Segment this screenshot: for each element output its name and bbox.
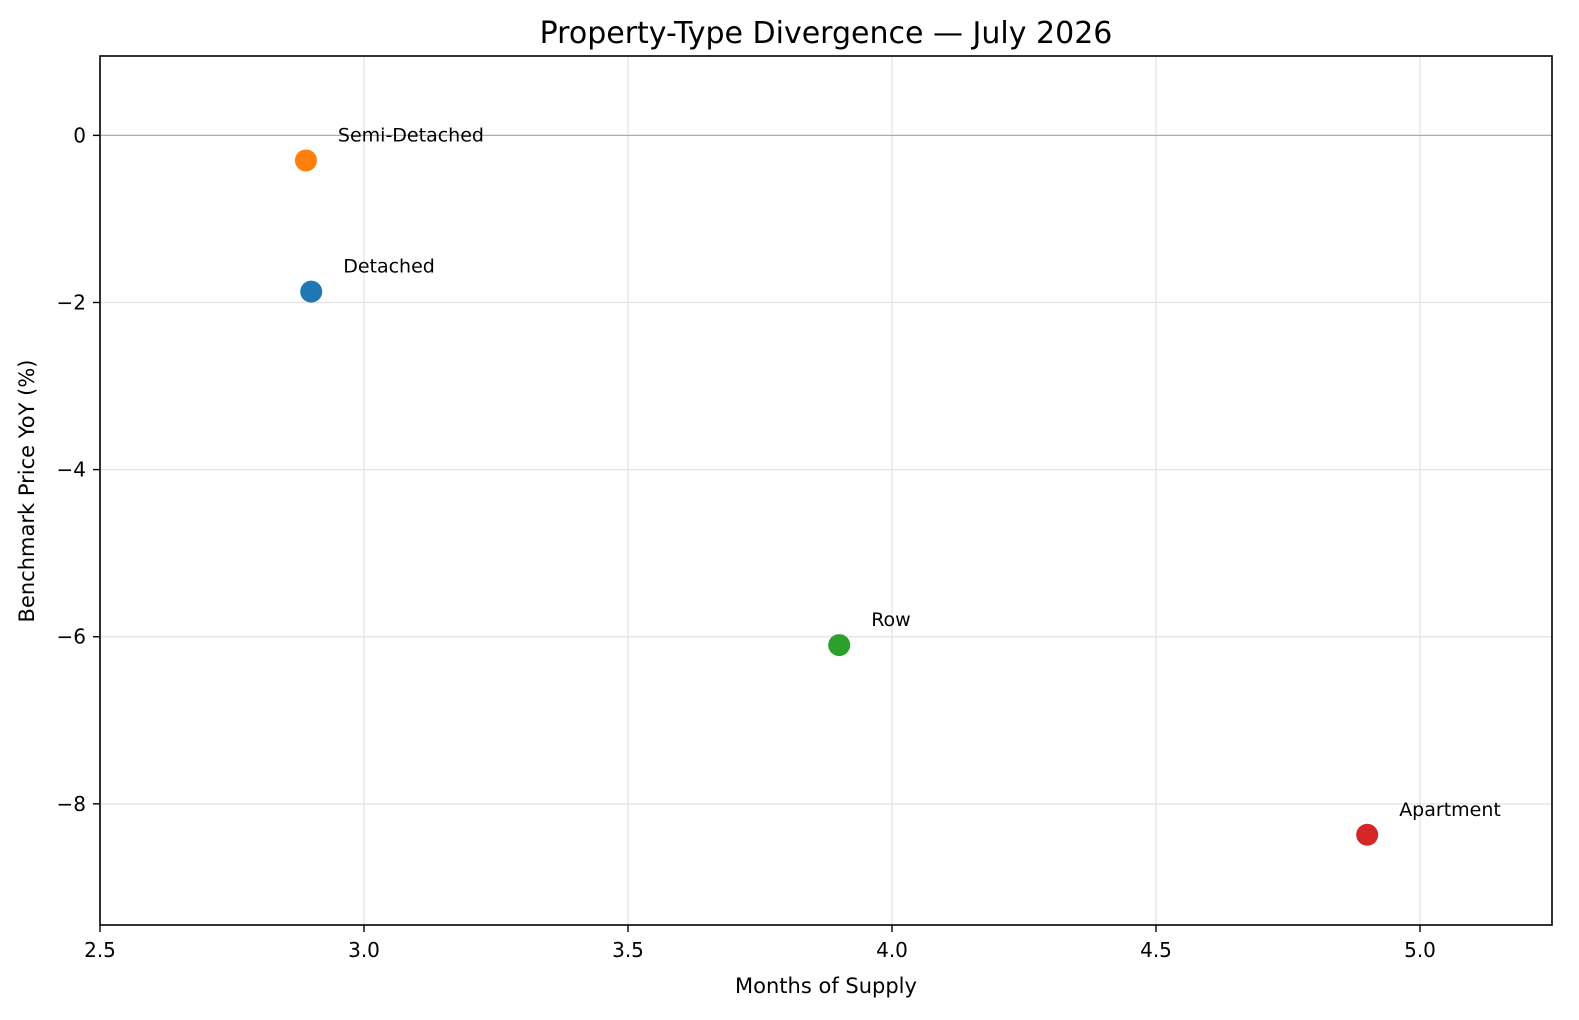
x-tick-label: 4.5 [1140, 938, 1172, 962]
y-tick-label: −4 [57, 458, 86, 482]
data-label-semi-detached: Semi-Detached [338, 124, 484, 146]
y-tick-label: −2 [57, 290, 86, 314]
x-tick-label: 5.0 [1404, 938, 1436, 962]
y-axis-label: Benchmark Price YoY (%) [15, 360, 39, 623]
x-tick-label: 2.5 [84, 938, 116, 962]
chart-title: Property-Type Divergence — July 2026 [540, 16, 1113, 51]
x-tick-label: 3.5 [612, 938, 644, 962]
x-axis-label: Months of Supply [735, 974, 917, 998]
y-tick-label: 0 [73, 123, 86, 147]
data-points: Detached Semi-Detached Row Apartment [294, 124, 1501, 846]
x-tick-label: 4.0 [876, 938, 908, 962]
data-label-row: Row [871, 609, 911, 631]
plot-area-frame [99, 55, 1553, 926]
y-tick-label: −6 [57, 625, 86, 649]
x-tick-label: 3.0 [348, 938, 380, 962]
data-point-apartment [1356, 823, 1379, 846]
data-point-row [828, 634, 851, 657]
y-tick-label: −8 [57, 792, 86, 816]
axis-ticks: 2.5 3.0 3.5 4.0 4.5 5.0 0 −2 −4 −6 −8 [57, 123, 1436, 962]
data-point-semi-detached [294, 149, 317, 172]
data-point-detached [300, 280, 323, 303]
data-label-apartment: Apartment [1399, 799, 1501, 821]
data-label-detached: Detached [343, 256, 435, 278]
